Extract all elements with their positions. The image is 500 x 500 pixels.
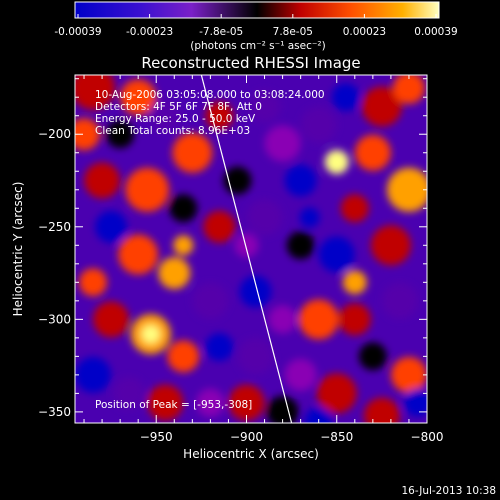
heatmap-blob bbox=[113, 377, 146, 410]
heatmap-blob bbox=[298, 299, 339, 340]
peak-position-label: Position of Peak = [-953,-308] bbox=[95, 399, 252, 411]
info-line: 10-Aug-2006 03:05:08.000 to 03:08:24.000 bbox=[95, 89, 325, 101]
heatmap-blob bbox=[95, 210, 128, 243]
heatmap-blob bbox=[149, 99, 182, 132]
heatmap-blob bbox=[75, 356, 112, 393]
heatmap-blob bbox=[167, 340, 200, 373]
heatmap-blob bbox=[192, 282, 229, 319]
heatmap-blob bbox=[370, 225, 411, 266]
heatmap-blob bbox=[386, 167, 427, 212]
y-tick-label: −250 bbox=[38, 220, 71, 234]
heatmap-blob bbox=[390, 356, 427, 393]
heatmap-blob bbox=[169, 194, 198, 223]
chart-title: Reconstructed RHESSI Image bbox=[141, 54, 360, 72]
heatmap-blob bbox=[237, 338, 274, 375]
heatmap-blob bbox=[246, 199, 283, 236]
heatmap-blob bbox=[268, 305, 297, 334]
heatmap-blob bbox=[203, 210, 236, 243]
colorbar-unit-label: (photons cm⁻² s⁻¹ asec⁻²) bbox=[190, 40, 325, 52]
colorbar-tick-label: -0.00023 bbox=[126, 26, 173, 38]
footer-timestamp: 16-Jul-2013 10:38 bbox=[401, 485, 496, 497]
heatmap-blob bbox=[361, 86, 402, 127]
colorbar-gradient bbox=[75, 2, 439, 18]
heatmap-blob bbox=[173, 235, 194, 256]
x-axis-title: Heliocentric X (arcsec) bbox=[183, 447, 319, 461]
heatmap-blob bbox=[205, 101, 234, 130]
heatmap-blob bbox=[120, 79, 157, 116]
heatmap-blob bbox=[300, 106, 337, 143]
colorbar-tick-label: 0.00039 bbox=[414, 26, 457, 38]
heatmap-blob bbox=[172, 132, 213, 173]
colorbar-tick-label: 0.00023 bbox=[343, 26, 386, 38]
info-line: Energy Range: 25.0 - 50.0 keV bbox=[95, 113, 256, 125]
heatmap-blob bbox=[299, 207, 320, 228]
heatmap-blob bbox=[196, 388, 225, 417]
heatmap-blob bbox=[93, 301, 130, 338]
heatmap-blob bbox=[354, 134, 391, 171]
x-tick-label: −800 bbox=[411, 430, 444, 444]
heatmap-blob bbox=[342, 270, 367, 295]
y-tick-label: −350 bbox=[38, 405, 71, 419]
heatmap-blob bbox=[158, 257, 191, 290]
y-tick-label: −200 bbox=[38, 127, 71, 141]
plot-frame bbox=[74, 74, 428, 424]
heatmap-blob bbox=[358, 342, 387, 371]
heatmap-blob bbox=[141, 325, 160, 344]
heatmap-blob bbox=[234, 233, 259, 258]
heatmap-blob bbox=[147, 384, 184, 421]
solar-limb-line bbox=[200, 75, 293, 423]
heatmap-blob bbox=[248, 90, 281, 123]
heatmap-blob bbox=[125, 167, 170, 212]
heatmap-blob bbox=[106, 120, 135, 149]
heatmap-blob bbox=[118, 234, 159, 275]
info-line: Clean Total counts: 8.96E+03 bbox=[95, 125, 250, 137]
heatmap-blob bbox=[264, 125, 301, 162]
y-tick-label: −300 bbox=[38, 312, 71, 326]
colorbar: -0.00039 -0.00023 -7.8e-05 7.8e-05 0.00023 0.… bbox=[54, 1, 458, 52]
heatmap-blob bbox=[266, 395, 299, 423]
heatmap-blob bbox=[286, 231, 315, 260]
y-axis-title: Heliocentric Y (arcsec) bbox=[11, 182, 25, 317]
heatmap-blob bbox=[381, 282, 418, 319]
heatmap-blob bbox=[284, 164, 317, 197]
x-tick-label: −900 bbox=[230, 430, 263, 444]
heatmap-blob bbox=[84, 162, 121, 199]
colorbar-tick-label: -0.00039 bbox=[54, 26, 101, 38]
heatmap-blob bbox=[331, 83, 360, 112]
colorbar-tick-label: -7.8e-05 bbox=[199, 26, 243, 38]
heatmap-blob bbox=[205, 333, 234, 362]
heatmap-blob bbox=[304, 407, 333, 423]
heatmap-blob bbox=[228, 384, 265, 421]
heatmap-image bbox=[75, 75, 427, 423]
heatmap-blob bbox=[363, 397, 400, 423]
heatmap-blob bbox=[284, 358, 317, 391]
heatmap-blob bbox=[79, 268, 108, 297]
colorbar-tick-label: 7.8e-05 bbox=[273, 26, 313, 38]
heatmap-blob bbox=[223, 166, 252, 195]
heatmap-blob bbox=[324, 150, 349, 174]
colorbar-frame bbox=[74, 1, 440, 19]
heatmap-blob bbox=[338, 303, 371, 336]
heatmap-blob bbox=[403, 388, 427, 417]
x-tick-label: −950 bbox=[140, 430, 173, 444]
heatmap-blob bbox=[392, 75, 425, 104]
heatmap-blob bbox=[75, 75, 116, 110]
heatmap-blob bbox=[318, 236, 355, 273]
info-line: Detectors: 4F 5F 6F 7F 8F, Att 0 bbox=[95, 101, 262, 113]
heatmap-blob bbox=[239, 275, 272, 308]
heatmap-blob bbox=[75, 118, 101, 151]
heatmap-blob bbox=[316, 373, 357, 414]
heatmap-blob bbox=[340, 194, 369, 223]
info-annotations: 10-Aug-2006 03:05:08.000 to 03:08:24.000… bbox=[95, 89, 325, 137]
x-tick-label: −850 bbox=[320, 430, 353, 444]
